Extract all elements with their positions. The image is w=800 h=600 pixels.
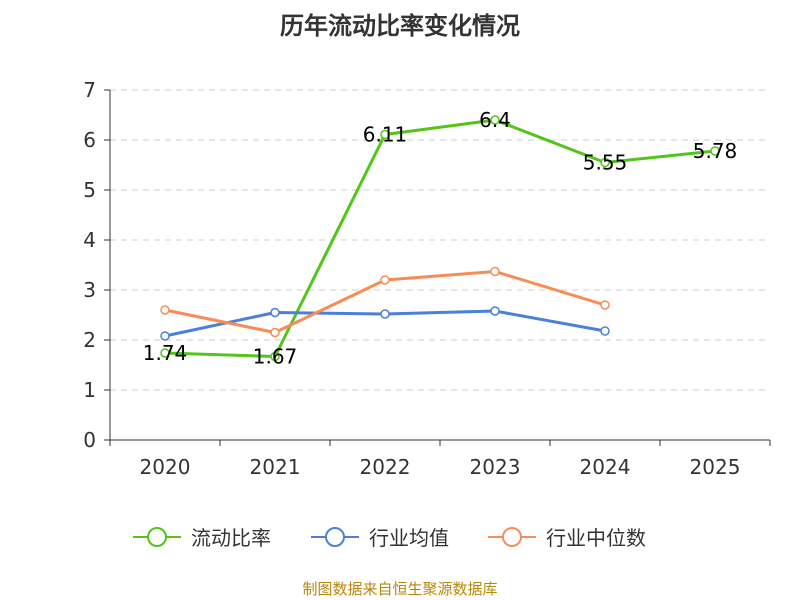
series-point-0 (710, 146, 720, 156)
series-point-0 (490, 115, 500, 125)
series-point-1 (270, 307, 280, 318)
series-point-0 (600, 157, 610, 168)
legend-marker (325, 527, 345, 547)
series-point-1 (490, 306, 500, 316)
data-label: 5.78 (693, 139, 738, 163)
x-tick-label: 2025 (690, 455, 741, 479)
x-tick-label: 2023 (470, 455, 521, 479)
legend-marker (147, 527, 167, 547)
legend: 流动比率 行业均值 行业中位数 (133, 526, 646, 550)
y-tick-label: 6 (83, 128, 96, 152)
series-point-2 (600, 300, 610, 310)
series-point-0 (270, 351, 280, 362)
grid-lines (110, 89, 770, 391)
x-tick-label: 2024 (580, 455, 631, 479)
series-point-0 (380, 129, 390, 140)
data-label: 1.67 (253, 345, 298, 369)
series-line-0 (164, 118, 716, 358)
y-tick-label: 1 (83, 378, 96, 402)
x-tick-label: 2021 (250, 455, 301, 479)
series-point-1 (160, 331, 170, 341)
data-label: 5.55 (583, 151, 628, 175)
series-group (160, 115, 720, 362)
y-tick-label: 2 (83, 328, 96, 352)
x-tick-label: 2022 (360, 455, 411, 479)
series-point-2 (490, 266, 500, 277)
chart-title: 历年流动比率变化情况 (280, 12, 520, 40)
series-point-2 (380, 275, 390, 285)
y-tick-label: 0 (83, 428, 96, 452)
x-tick-label: 2020 (140, 455, 191, 479)
y-tick-label: 7 (83, 78, 96, 102)
legend-label: 行业中位数 (546, 526, 646, 550)
source-note: 制图数据来自恒生聚源数据库 (302, 580, 498, 598)
data-labels: 1.74 1.67 6.11 6.4 5.55 5.78 (143, 108, 738, 369)
legend-label: 行业均值 (369, 526, 449, 550)
data-label: 6.11 (363, 123, 408, 147)
legend-marker (502, 527, 522, 547)
data-label: 1.74 (143, 341, 188, 365)
axes: 0 1 2 3 4 5 6 7 2020 2021 2022 2023 2024 2025 (83, 78, 771, 479)
y-tick-label: 5 (83, 178, 96, 202)
series-point-2 (160, 305, 170, 315)
series-point-1 (380, 309, 390, 319)
y-tick-label: 4 (83, 228, 96, 252)
legend-label: 流动比率 (191, 526, 271, 550)
series-point-1 (600, 326, 610, 336)
series-point-2 (270, 327, 280, 338)
y-tick-label: 3 (83, 278, 96, 302)
series-point-0 (160, 348, 170, 358)
data-label: 6.4 (479, 108, 511, 132)
